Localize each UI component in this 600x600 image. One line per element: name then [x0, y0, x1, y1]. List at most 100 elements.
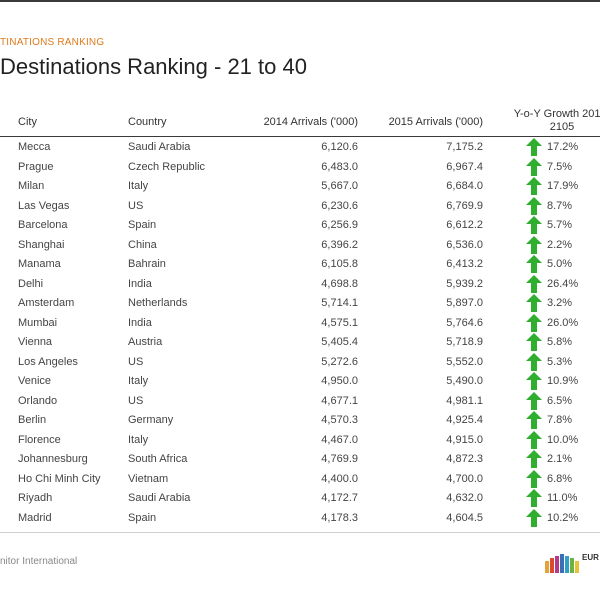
country-cell: Czech Republic — [128, 160, 206, 173]
arrivals-2015-cell: 6,612.2 — [446, 219, 483, 231]
growth-cell: 2.2% — [547, 238, 573, 251]
arrivals-2014-cell: 6,396.2 — [321, 238, 358, 251]
city-cell: Prague — [18, 160, 54, 173]
city-cell: Madrid — [18, 511, 52, 524]
header-country: Country — [128, 116, 167, 128]
country-cell: China — [128, 238, 157, 251]
growth-cell: 6.5% — [547, 394, 573, 407]
city-cell: Manama — [18, 258, 61, 270]
up-arrow-icon — [526, 489, 542, 507]
header-arrivals-2015: 2015 Arrivals ('000) — [388, 116, 483, 128]
city-cell: Venice — [18, 375, 52, 387]
country-cell: Spain — [128, 511, 157, 524]
table-row: Vienna Austria 5,405.4 5,718.9 5.8% — [0, 332, 600, 352]
arrivals-2014-cell: 4,172.7 — [321, 492, 358, 504]
growth-cell: 26.4% — [547, 277, 579, 290]
up-arrow-icon — [526, 235, 542, 254]
country-cell: US — [128, 355, 144, 368]
table-row: Los Angeles US 5,272.6 5,552.0 5.3% — [0, 352, 600, 372]
growth-cell: 5.8% — [547, 336, 573, 348]
source-note: nitor International — [0, 556, 78, 567]
up-arrow-icon — [526, 157, 542, 176]
city-cell: Ho Chi Minh City — [18, 472, 101, 485]
city-cell: Vienna — [18, 336, 53, 348]
arrivals-2014-cell: 4,178.3 — [321, 511, 358, 524]
table-row: Manama Bahrain 6,105.8 6,413.2 5.0% — [0, 254, 600, 274]
arrivals-2015-cell: 5,764.6 — [446, 316, 483, 329]
growth-cell: 26.0% — [547, 316, 579, 329]
table-row: Florence Italy 4,467.0 4,915.0 10.0% — [0, 430, 600, 450]
table-row: Mumbai India 4,575.1 5,764.6 26.0% — [0, 313, 600, 333]
city-cell: Johannesburg — [18, 453, 88, 465]
table-header: City Country 2014 Arrivals ('000) 2015 A… — [0, 106, 600, 137]
arrivals-2015-cell: 6,684.0 — [446, 180, 483, 192]
city-cell: Barcelona — [18, 219, 68, 231]
country-cell: Italy — [128, 433, 149, 446]
table-row: Ho Chi Minh City Vietnam 4,400.0 4,700.0 6.8… — [0, 469, 600, 489]
up-arrow-icon — [526, 391, 542, 410]
country-cell: Spain — [128, 219, 157, 231]
country-cell: Bahrain — [128, 258, 166, 270]
header-growth: Y-o-Y Growth 2014-2105 — [513, 108, 600, 133]
logo-text: EUR INTE — [582, 553, 600, 562]
country-cell: Italy — [128, 375, 149, 387]
up-arrow-icon — [526, 430, 542, 449]
city-cell: Amsterdam — [18, 297, 75, 309]
arrivals-2015-cell: 5,490.0 — [446, 375, 483, 387]
arrivals-2015-cell: 6,413.2 — [446, 258, 483, 270]
country-cell: India — [128, 316, 152, 329]
growth-cell: 2.1% — [547, 453, 573, 465]
growth-cell: 6.8% — [547, 472, 573, 485]
up-arrow-icon — [526, 469, 542, 488]
header-city: City — [18, 116, 37, 128]
table-row: Berlin Germany 4,570.3 4,925.4 7.8% — [0, 410, 600, 430]
arrivals-2014-cell: 4,698.8 — [321, 277, 358, 290]
arrivals-2015-cell: 4,700.0 — [446, 472, 483, 485]
arrivals-2014-cell: 5,667.0 — [321, 180, 358, 192]
country-cell: Italy — [128, 180, 149, 192]
table-row: Milan Italy 5,667.0 6,684.0 17.9% — [0, 176, 600, 196]
up-arrow-icon — [526, 274, 542, 293]
ranking-table: City Country 2014 Arrivals ('000) 2015 A… — [0, 106, 600, 527]
city-cell: Milan — [18, 180, 45, 192]
city-cell: Mecca — [18, 141, 51, 153]
section-kicker: TINATIONS RANKING — [0, 37, 105, 48]
arrivals-2015-cell: 4,632.0 — [446, 492, 483, 504]
arrivals-2014-cell: 5,272.6 — [321, 355, 358, 368]
growth-cell: 7.8% — [547, 414, 573, 426]
up-arrow-icon — [526, 450, 542, 468]
growth-cell: 10.2% — [547, 511, 579, 524]
arrivals-2015-cell: 5,552.0 — [446, 355, 483, 368]
country-cell: India — [128, 277, 152, 290]
up-arrow-icon — [526, 372, 542, 390]
city-cell: Mumbai — [18, 316, 58, 329]
arrivals-2014-cell: 4,467.0 — [321, 433, 358, 446]
up-arrow-icon — [526, 294, 542, 312]
arrivals-2015-cell: 4,604.5 — [446, 511, 483, 524]
table-row: Riyadh Saudi Arabia 4,172.7 4,632.0 11.0% — [0, 488, 600, 508]
country-cell: South Africa — [128, 453, 188, 465]
arrivals-2014-cell: 6,256.9 — [321, 219, 358, 231]
city-cell: Riyadh — [18, 492, 53, 504]
table-row: Prague Czech Republic 6,483.0 6,967.4 7.5% — [0, 157, 600, 177]
bottom-rule — [0, 532, 600, 533]
growth-cell: 5.7% — [547, 219, 573, 231]
city-cell: Berlin — [18, 414, 47, 426]
arrivals-2014-cell: 4,570.3 — [321, 414, 358, 426]
up-arrow-icon — [526, 255, 542, 273]
up-arrow-icon — [526, 313, 542, 332]
table-row: Delhi India 4,698.8 5,939.2 26.4% — [0, 274, 600, 294]
arrivals-2015-cell: 4,925.4 — [446, 414, 483, 426]
country-cell: US — [128, 394, 144, 407]
growth-cell: 5.0% — [547, 258, 573, 270]
city-cell: Shanghai — [18, 238, 65, 251]
table-row: Amsterdam Netherlands 5,714.1 5,897.0 3.2% — [0, 293, 600, 313]
growth-cell: 10.0% — [547, 433, 579, 446]
country-cell: Saudi Arabia — [128, 141, 191, 153]
arrivals-2014-cell: 6,230.6 — [321, 199, 358, 212]
arrivals-2014-cell: 6,105.8 — [321, 258, 358, 270]
city-cell: Las Vegas — [18, 199, 70, 212]
country-cell: Netherlands — [128, 297, 188, 309]
city-cell: Orlando — [18, 394, 58, 407]
up-arrow-icon — [526, 196, 542, 215]
